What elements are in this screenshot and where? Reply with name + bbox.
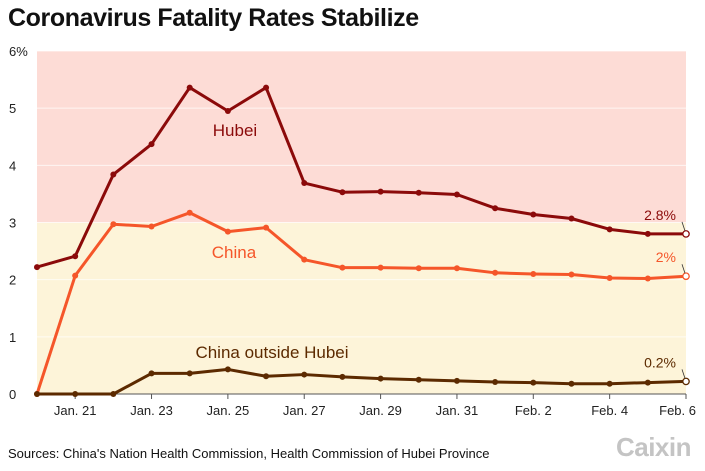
x-tick-label: Jan. 21 bbox=[54, 403, 97, 418]
data-point bbox=[339, 373, 346, 380]
data-point bbox=[415, 376, 422, 383]
data-point bbox=[224, 366, 231, 373]
end-label-leader bbox=[681, 369, 686, 379]
end-label-0: 2.8% bbox=[644, 207, 676, 223]
x-tick-label: Jan. 29 bbox=[359, 403, 402, 418]
data-point bbox=[377, 188, 384, 195]
y-tick-label: 2 bbox=[9, 273, 16, 288]
end-point-marker bbox=[682, 272, 690, 281]
background-band-1 bbox=[37, 222, 686, 394]
data-point bbox=[301, 180, 308, 187]
data-point bbox=[263, 84, 270, 91]
x-tick-label: Feb. 6 bbox=[659, 403, 696, 418]
source-note: Sources: China's Nation Health Commissio… bbox=[8, 446, 490, 461]
data-point bbox=[72, 253, 79, 260]
data-point bbox=[644, 379, 651, 386]
series-label-2: China outside Hubei bbox=[195, 343, 348, 362]
data-point bbox=[301, 256, 308, 263]
data-point bbox=[644, 230, 651, 237]
data-point bbox=[72, 391, 79, 397]
data-point bbox=[453, 265, 460, 272]
data-point bbox=[224, 108, 231, 115]
data-point bbox=[492, 378, 499, 385]
y-tick-label: 0 bbox=[9, 387, 16, 402]
data-point bbox=[301, 371, 308, 378]
data-point bbox=[34, 391, 40, 397]
data-point bbox=[148, 141, 155, 148]
chart-title: Coronavirus Fatality Rates Stabilize bbox=[8, 4, 419, 32]
y-tick-label: 1 bbox=[9, 330, 16, 345]
end-label-leader bbox=[681, 264, 686, 274]
data-point bbox=[339, 189, 346, 196]
end-label-leader bbox=[681, 221, 686, 232]
x-tick-label: Jan. 25 bbox=[207, 403, 250, 418]
y-tick-label: 3 bbox=[9, 216, 16, 231]
end-point-marker bbox=[682, 230, 690, 238]
data-point bbox=[453, 191, 460, 198]
data-point bbox=[148, 370, 155, 377]
data-point bbox=[186, 209, 193, 216]
series-label-0: Hubei bbox=[213, 121, 257, 140]
data-point bbox=[110, 391, 117, 397]
data-point bbox=[72, 272, 79, 279]
background-band-0 bbox=[37, 51, 686, 223]
data-point bbox=[34, 264, 40, 271]
data-point bbox=[186, 84, 193, 91]
end-point-marker bbox=[682, 377, 690, 386]
x-tick-label: Feb. 4 bbox=[591, 403, 628, 418]
data-point bbox=[606, 380, 613, 387]
series-label-1: China bbox=[212, 243, 257, 262]
data-point bbox=[492, 269, 499, 276]
data-point bbox=[644, 275, 651, 282]
data-point bbox=[110, 171, 117, 178]
x-tick-label: Feb. 2 bbox=[515, 403, 552, 418]
data-point bbox=[339, 264, 346, 271]
data-point bbox=[568, 271, 575, 278]
series-line-0 bbox=[36, 86, 686, 269]
data-point bbox=[606, 274, 613, 281]
end-label-2: 0.2% bbox=[644, 354, 676, 370]
data-point bbox=[377, 264, 384, 271]
data-point bbox=[415, 265, 422, 272]
data-point bbox=[148, 223, 155, 230]
series-line-1 bbox=[35, 211, 687, 395]
data-point bbox=[492, 205, 499, 212]
caixin-logo: Caixin bbox=[615, 432, 692, 462]
data-point bbox=[568, 215, 575, 222]
x-tick-label: Jan. 23 bbox=[130, 403, 173, 418]
data-point bbox=[263, 373, 270, 380]
x-tick-label: Jan. 31 bbox=[436, 403, 479, 418]
y-tick-label: 6% bbox=[9, 44, 28, 59]
data-point bbox=[606, 226, 613, 233]
data-point bbox=[186, 370, 193, 377]
data-point bbox=[453, 377, 460, 384]
data-point bbox=[530, 379, 537, 386]
data-point bbox=[415, 189, 422, 196]
data-point bbox=[377, 375, 384, 382]
data-point bbox=[110, 221, 117, 228]
data-point bbox=[530, 270, 537, 277]
series-line-2 bbox=[37, 367, 687, 396]
data-point bbox=[263, 224, 270, 231]
x-tick-label: Jan. 27 bbox=[283, 403, 326, 418]
end-label-1: 2% bbox=[656, 249, 676, 265]
data-point bbox=[224, 228, 231, 235]
y-tick-label: 5 bbox=[9, 101, 16, 116]
y-tick-label: 4 bbox=[9, 158, 16, 173]
data-point bbox=[530, 211, 537, 218]
data-point bbox=[568, 380, 575, 387]
